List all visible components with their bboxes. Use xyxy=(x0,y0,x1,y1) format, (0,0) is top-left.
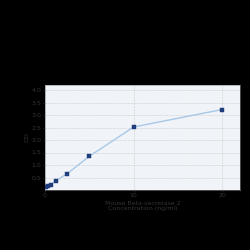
Y-axis label: OD: OD xyxy=(24,132,29,142)
X-axis label: Mouse Beta-secretase 2
Concentration (ng/ml): Mouse Beta-secretase 2 Concentration (ng… xyxy=(105,200,180,211)
